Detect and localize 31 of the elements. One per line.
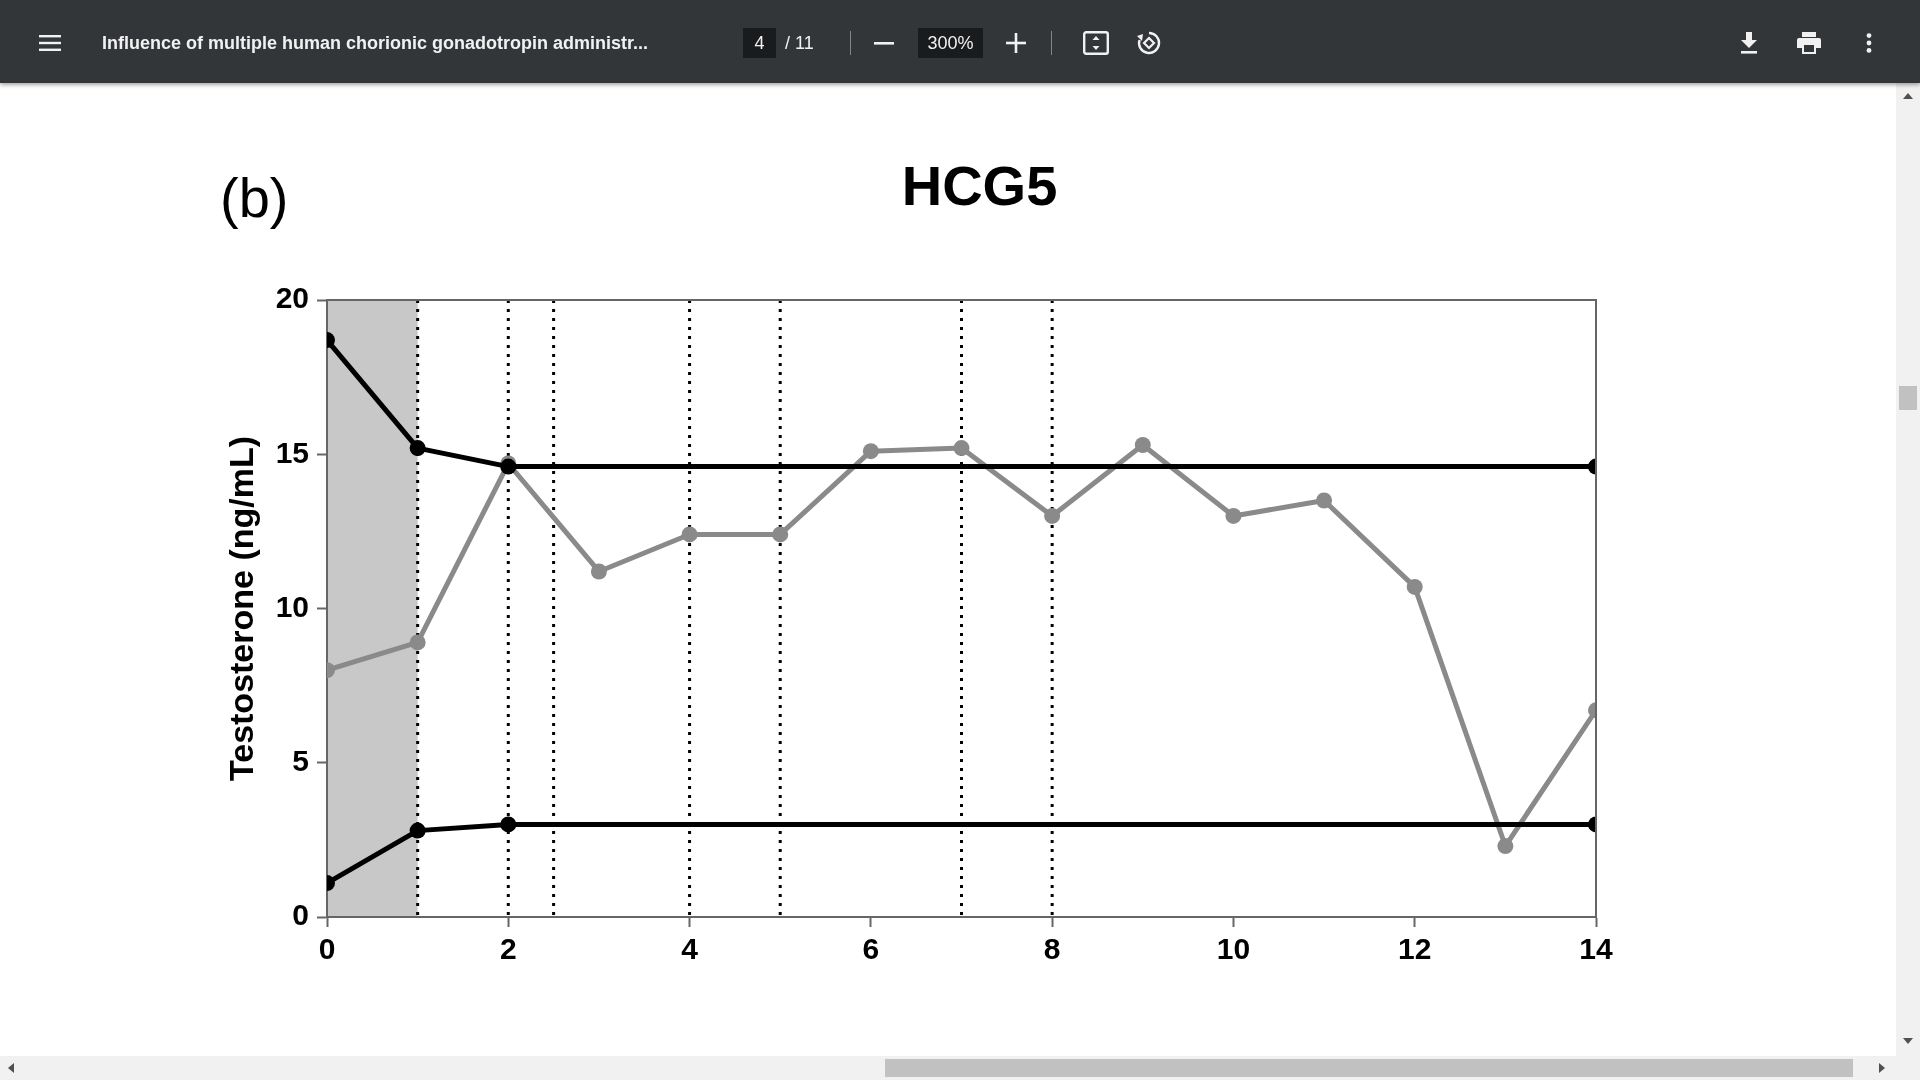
x-tick-label: 4: [681, 932, 699, 966]
y-axis-title: Testosterone (ng/mL): [221, 435, 260, 782]
x-tick-label: 2: [499, 932, 517, 966]
chart-title: HCG5: [901, 154, 1058, 218]
point: [953, 440, 970, 457]
x-tick-label: 8: [1043, 932, 1061, 966]
point: [681, 526, 698, 543]
y-tick-label: 20: [275, 281, 309, 315]
point: [590, 563, 607, 580]
y-tick-label: 15: [275, 435, 309, 469]
y-tick-label: 0: [292, 898, 309, 932]
y-tick-label: 10: [275, 589, 309, 623]
toolbar: Influence of multiple human chorionic gonadotropin administr... 4 / 11 300%: [0, 0, 1920, 83]
point: [409, 634, 426, 651]
point: [1316, 492, 1333, 509]
x-tick-label: 14: [1579, 932, 1613, 966]
x-tick-label: 10: [1216, 932, 1251, 966]
x-tick-label: 0: [318, 932, 336, 966]
point: [772, 526, 789, 543]
y-tick-label: 5: [292, 744, 309, 778]
point: [1406, 578, 1423, 595]
x-tick-label: 6: [862, 932, 880, 966]
x-tick-label: 12: [1398, 932, 1432, 966]
point: [1134, 437, 1151, 453]
zoom-level-field: 300%: [918, 28, 983, 58]
page-number-field: 4: [743, 28, 776, 58]
point: [1044, 507, 1061, 524]
point: [1497, 838, 1514, 855]
text: (b): [220, 166, 289, 230]
point: [1225, 507, 1242, 524]
point: [862, 443, 879, 460]
